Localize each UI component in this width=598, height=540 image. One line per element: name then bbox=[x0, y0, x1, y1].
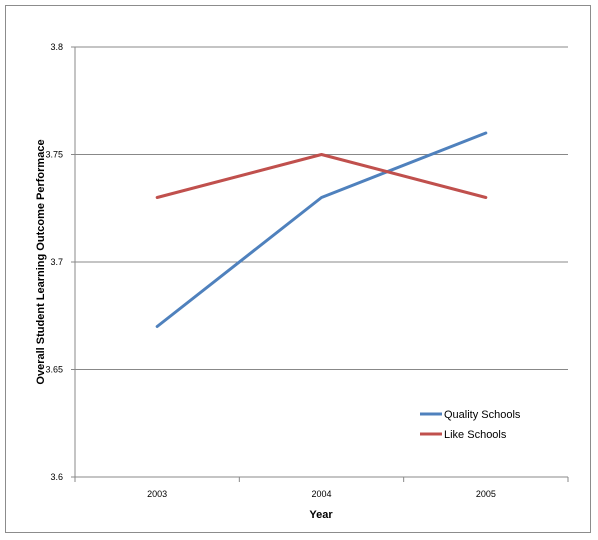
x-tick-labels: 2003 2004 2005 bbox=[147, 489, 496, 499]
y-axis-title: Overall Student Learning Outcome Perform… bbox=[35, 139, 47, 384]
x-tick-label: 2003 bbox=[147, 489, 167, 499]
x-tick-label: 2004 bbox=[311, 489, 331, 499]
y-tick-labels: 3.6 3.65 3.7 3.75 3.8 bbox=[45, 42, 63, 482]
y-tick-label: 3.8 bbox=[50, 42, 63, 52]
y-tick-label: 3.6 bbox=[50, 472, 63, 482]
legend-label: Like Schools bbox=[444, 429, 507, 441]
series-lines bbox=[155, 131, 488, 328]
y-tick-label: 3.7 bbox=[50, 257, 63, 267]
legend: Quality Schools Like Schools bbox=[420, 409, 521, 441]
axes bbox=[74, 47, 568, 478]
y-tick-label: 3.65 bbox=[45, 365, 63, 375]
series-line-2 bbox=[155, 153, 488, 199]
series-line-1 bbox=[155, 131, 488, 328]
x-tick-label: 2005 bbox=[476, 489, 496, 499]
x-axis-title: Year bbox=[309, 509, 333, 521]
y-tick-label: 3.75 bbox=[45, 150, 63, 160]
legend-label: Quality Schools bbox=[444, 409, 521, 421]
chart-frame bbox=[5, 5, 591, 533]
